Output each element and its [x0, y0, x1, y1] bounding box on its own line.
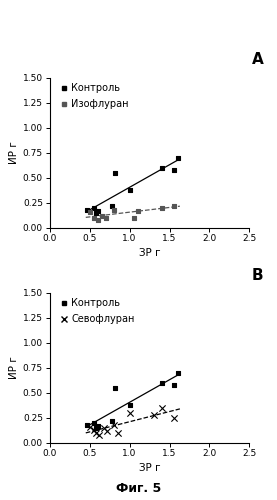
Point: [96, 216, 100, 224]
Point: [175, 154, 180, 162]
Point: [91, 214, 96, 222]
Point: [96, 206, 100, 214]
Legend: Контроль, Изофлуран: Контроль, Изофлуран: [59, 82, 130, 110]
Point: [116, 428, 120, 436]
Point: [113, 384, 117, 392]
Point: [151, 410, 156, 418]
Text: B: B: [252, 268, 264, 282]
Point: [99, 212, 104, 220]
Point: [88, 422, 92, 430]
Point: [110, 202, 114, 209]
Point: [85, 420, 89, 428]
Point: [171, 202, 176, 209]
X-axis label: ЗР г: ЗР г: [139, 248, 160, 258]
Point: [110, 416, 114, 424]
Point: [171, 380, 176, 388]
Point: [94, 424, 98, 432]
Point: [159, 164, 164, 172]
Point: [91, 418, 96, 426]
X-axis label: ЗР г: ЗР г: [139, 462, 160, 472]
Point: [159, 404, 164, 411]
Point: [102, 424, 106, 432]
Point: [94, 428, 98, 436]
Point: [127, 186, 132, 194]
Point: [91, 204, 96, 212]
Point: [171, 166, 176, 173]
Text: A: A: [252, 52, 264, 68]
Point: [104, 214, 108, 222]
Point: [111, 206, 116, 214]
Y-axis label: ИР г: ИР г: [9, 141, 19, 164]
Point: [88, 208, 92, 216]
Point: [105, 426, 109, 434]
Point: [131, 214, 136, 222]
Point: [94, 208, 98, 216]
Point: [171, 414, 176, 422]
Point: [175, 368, 180, 376]
Y-axis label: ИР г: ИР г: [9, 356, 19, 379]
Point: [159, 204, 164, 212]
Point: [135, 206, 140, 214]
Point: [113, 168, 117, 176]
Text: Фиг. 5: Фиг. 5: [116, 482, 161, 495]
Point: [85, 206, 89, 214]
Legend: Контроль, Севофлуран: Контроль, Севофлуран: [59, 298, 136, 325]
Point: [96, 422, 100, 430]
Point: [127, 400, 132, 408]
Point: [91, 426, 96, 434]
Point: [159, 378, 164, 386]
Point: [111, 420, 116, 428]
Point: [97, 430, 102, 438]
Point: [127, 408, 132, 416]
